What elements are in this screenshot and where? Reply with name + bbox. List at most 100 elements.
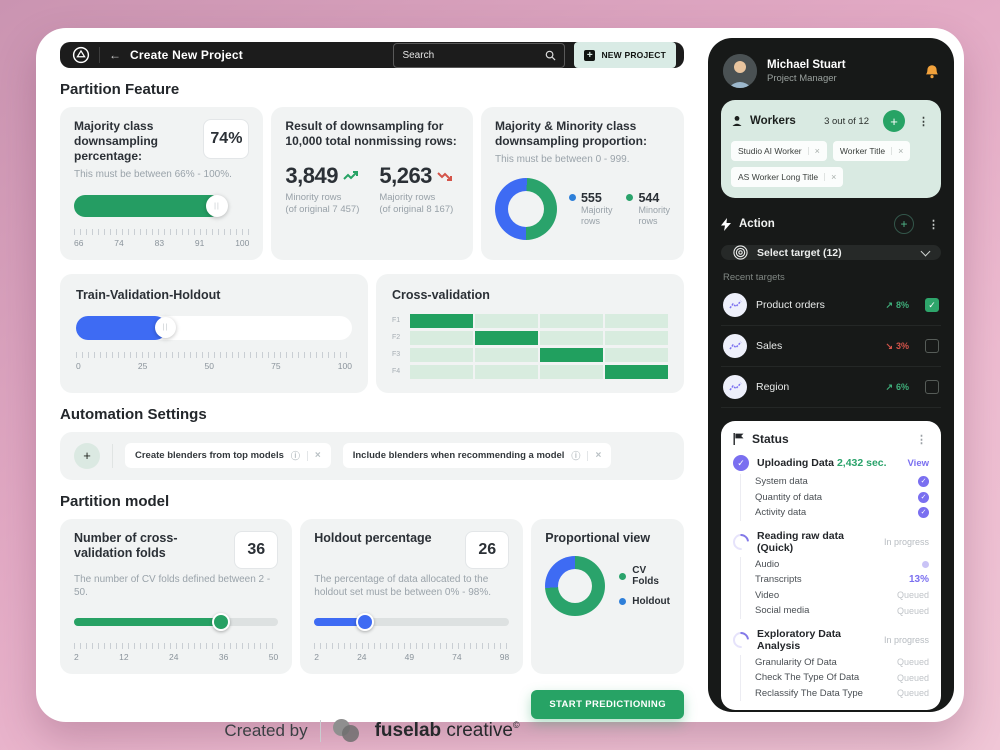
notification-bell-icon[interactable]: [925, 64, 939, 79]
add-setting-button[interactable]: +: [74, 442, 100, 469]
proportional-view-title: Proportional view: [545, 530, 651, 545]
cv-folds-value-input[interactable]: 36: [234, 530, 279, 569]
close-icon[interactable]: ×: [314, 450, 321, 462]
result-title: Result of downsampling for 10,000 total …: [285, 119, 457, 148]
proportion-desc: This must be between 0 - 999.: [494, 154, 630, 165]
downsampling-slider[interactable]: ||: [74, 195, 228, 217]
progress-dot-icon: [922, 560, 929, 568]
workers-menu-icon[interactable]: ⋮: [918, 115, 929, 128]
action-title: Action: [739, 218, 775, 230]
majority-value: 5,263: [379, 163, 432, 188]
new-project-label: NEW PROJECT: [601, 50, 666, 60]
add-worker-button[interactable]: +: [883, 110, 905, 132]
tick-label: 75: [271, 360, 281, 371]
cv-folds-title: Number of cross-validation folds: [74, 530, 178, 561]
target-checkbox[interactable]: [925, 380, 939, 394]
add-action-button[interactable]: +: [894, 214, 914, 234]
info-icon[interactable]: ⓘ: [571, 451, 581, 462]
in-progress-label: In progress: [883, 536, 929, 547]
status-menu-icon[interactable]: ⋮: [916, 433, 927, 446]
automation-chip[interactable]: Include blenders when recommending a mod…: [342, 443, 612, 469]
trend-down-icon: ↘: [885, 340, 893, 351]
brand-name: fuselab creative©: [374, 719, 520, 741]
view-link[interactable]: View: [907, 457, 929, 469]
select-target-label: Select target (12): [757, 246, 842, 259]
holdout-title: Holdout percentage: [314, 530, 432, 545]
minority-legend: 544 Minority rows: [626, 191, 670, 228]
chart-line-icon: [723, 375, 747, 399]
right-sidebar: Michael Stuart Project Manager Workers 3…: [708, 38, 954, 712]
worker-chip[interactable]: Worker Title ×: [832, 141, 911, 161]
new-project-button[interactable]: + NEW PROJECT: [574, 42, 676, 68]
tick-label: 74: [452, 651, 462, 662]
minority-rows-value: 544: [638, 190, 660, 205]
in-progress-label: In progress: [883, 634, 929, 645]
action-menu-icon[interactable]: ⋮: [928, 218, 939, 231]
automation-chip[interactable]: Create blenders from top models ⓘ ×: [125, 443, 331, 469]
tvh-slider-handle[interactable]: ||: [155, 316, 177, 338]
minority-stat: 3,849 Minority rows (of original 7 457): [285, 163, 359, 217]
holdout-slider-handle[interactable]: [355, 612, 374, 631]
fold-row: F2: [392, 330, 668, 345]
slider-handle[interactable]: ||: [206, 195, 228, 217]
footer: Created by fuselab creative©: [60, 718, 684, 745]
target-row-product-orders[interactable]: Product orders ↗ 8% ✓: [721, 285, 941, 326]
avatar[interactable]: [723, 54, 757, 88]
majority-stat: 5,263 Majority rows (of original 8 167): [379, 163, 453, 217]
worker-chip[interactable]: AS Worker Long Title ×: [731, 167, 844, 187]
holdout-value-input[interactable]: 26: [465, 530, 510, 569]
close-icon[interactable]: ×: [814, 146, 820, 156]
tvh-slider[interactable]: ||: [76, 315, 352, 340]
majority-label: Majority rows: [379, 192, 436, 203]
search-placeholder: Search: [402, 49, 435, 61]
info-icon[interactable]: ⓘ: [290, 451, 300, 462]
proportion-donut-chart: [494, 178, 557, 240]
search-input[interactable]: Search: [393, 42, 566, 68]
status-item: Audio: [755, 557, 929, 573]
status-item: Check The Type Of Data Queued: [755, 672, 929, 684]
cv-folds-ruler: 2 12 24 36 50: [74, 642, 279, 662]
status-item: Granularity Of Data Queued: [755, 656, 929, 668]
workers-title: Workers: [750, 115, 796, 127]
close-icon[interactable]: ×: [595, 450, 602, 462]
worker-chip[interactable]: Studio AI Worker ×: [731, 141, 827, 161]
worker-person-icon: [732, 116, 742, 126]
majority-legend: 555 Majority rows: [568, 191, 612, 228]
tick-label: 91: [194, 238, 205, 248]
close-icon[interactable]: ×: [898, 146, 904, 156]
target-row-region[interactable]: Region ↗ 6%: [721, 367, 941, 408]
tvh-slider-fill: [76, 315, 168, 340]
downsampling-ruler: 66 74 83 91 100: [74, 229, 250, 248]
minority-value: 3,849: [285, 163, 338, 188]
start-predictioning-button[interactable]: START PREDICTIONING: [531, 689, 684, 719]
status-item: Quantity of data ✓: [755, 490, 929, 506]
check-circle-icon: ✓: [918, 491, 929, 503]
search-icon: [546, 50, 556, 61]
target-row-sales[interactable]: Sales ↘ 3%: [721, 326, 941, 367]
automation-settings-heading: Automation Settings: [60, 405, 207, 423]
spinner-icon: [729, 530, 753, 553]
topbar: ← Create New Project Search + NEW PROJEC…: [60, 42, 684, 68]
trend-down-icon: [437, 172, 452, 181]
back-button[interactable]: ←: [109, 48, 121, 62]
minority-sub: (of original 7 457): [285, 204, 360, 216]
partition-model-cards: Number of cross-validation folds 36 The …: [60, 518, 684, 674]
close-icon[interactable]: ×: [831, 172, 837, 182]
action-section-header: Action + ⋮: [721, 214, 941, 234]
target-checkbox[interactable]: [925, 339, 939, 353]
trend-up-icon: [343, 171, 358, 180]
trend-up-icon: ↗: [885, 381, 893, 392]
tick-label: 2: [314, 651, 319, 662]
holdout-slider[interactable]: [314, 612, 510, 631]
select-target-dropdown[interactable]: Select target (12): [721, 245, 941, 260]
chip-label: Include blenders when recommending a mod…: [352, 450, 565, 462]
tvh-ruler: 0 25 50 75 100: [76, 351, 352, 371]
cross-validation-title: Cross-validation: [392, 288, 490, 302]
cv-folds-slider-handle[interactable]: [212, 612, 231, 631]
app-logo-icon: [72, 46, 90, 64]
cross-validation-card: Cross-validation F1 F2 F3 F: [376, 274, 684, 393]
downsampling-value-input[interactable]: 74%: [203, 119, 250, 159]
cv-folds-slider[interactable]: [74, 612, 279, 631]
target-checkbox[interactable]: ✓: [925, 298, 939, 312]
automation-settings-bar: + Create blenders from top models ⓘ × In…: [60, 431, 684, 480]
